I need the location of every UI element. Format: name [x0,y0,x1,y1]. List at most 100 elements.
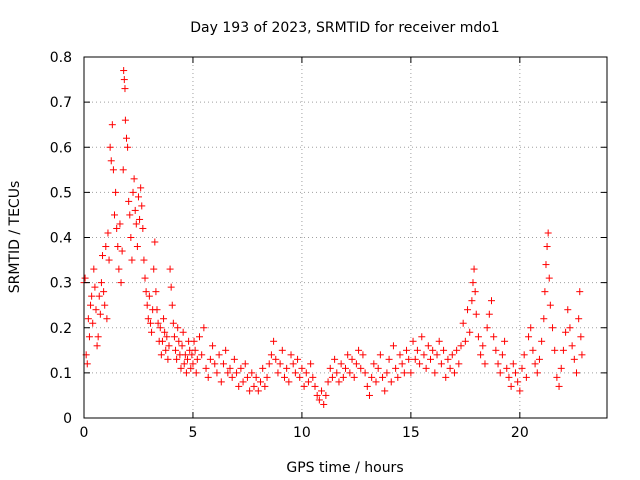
data-point [570,355,578,363]
data-point [455,360,463,368]
x-tick-label: 5 [188,425,197,441]
data-point [490,333,498,341]
data-point [117,279,125,287]
data-point [568,342,576,350]
data-point [291,369,299,377]
x-tick-label: 10 [293,425,311,441]
data-point [418,333,426,341]
data-point [191,346,199,354]
data-point [459,319,467,327]
data-point [326,364,334,372]
data-point [533,369,541,377]
data-point [119,166,127,174]
data-point [144,315,152,323]
data-point [169,319,177,327]
data-point [361,369,369,377]
data-point [254,387,262,395]
data-point [209,342,217,350]
data-point [133,243,141,251]
data-point [352,360,360,368]
data-point [365,391,373,399]
data-point [92,306,100,314]
data-point [416,360,424,368]
data-point [357,364,365,372]
data-point [120,67,128,75]
data-point [237,364,245,372]
data-point [97,279,105,287]
data-point [477,351,485,359]
data-point [546,301,554,309]
axis-ticks: 0 5 10 15 20 0 0.1 0.2 0.3 0.4 0.5 0.6 0.7 0.8 [50,50,607,441]
data-point [535,355,543,363]
data-point [307,360,315,368]
data-point [257,378,265,386]
data-point [527,324,535,332]
data-point [84,315,92,323]
data-point [104,229,112,237]
data-point [213,369,221,377]
data-point [180,360,188,368]
data-point [239,378,247,386]
data-point [553,373,561,381]
y-tick-label: 0.1 [50,366,72,382]
data-point [496,369,504,377]
data-point [151,238,159,246]
data-point [531,360,539,368]
data-point [138,202,146,210]
y-tick-label: 0.7 [50,95,72,111]
data-point [335,378,343,386]
data-point [139,224,147,232]
data-point [529,346,537,354]
data-point [96,310,104,318]
data-point [248,369,256,377]
data-point [189,360,197,368]
data-point [298,364,306,372]
data-point [300,382,308,390]
data-point [411,355,419,363]
data-point [121,116,129,124]
data-point [505,373,513,381]
data-point [143,301,151,309]
data-point [195,333,203,341]
data-point [153,306,161,314]
data-point [109,166,117,174]
data-point [121,85,129,93]
data-point [483,324,491,332]
data-point [111,211,119,219]
data-point [559,346,567,354]
data-point [211,360,219,368]
data-point [318,387,326,395]
chart-title: Day 193 of 2023, SRMTID for receiver mdo… [190,20,499,36]
data-point [128,256,136,264]
data-point [296,373,304,381]
data-point [431,369,439,377]
data-point [511,369,519,377]
data-point [322,391,330,399]
data-point [324,378,332,386]
data-point [525,333,533,341]
data-point [163,333,171,341]
data-point [446,364,454,372]
data-point [555,382,563,390]
data-point [81,274,89,282]
data-point [165,342,173,350]
data-point [188,351,196,359]
data-point [331,355,339,363]
data-point [376,351,384,359]
data-point [481,360,489,368]
data-point [89,319,97,327]
data-point [146,319,154,327]
data-point [243,373,251,381]
data-point [346,369,354,377]
data-point [469,279,477,287]
data-point [105,256,113,264]
data-point [442,373,450,381]
x-tick-label: 0 [80,425,89,441]
data-point [175,337,183,345]
data-point [103,315,111,323]
data-point [132,220,140,228]
data-point [424,342,432,350]
data-point [374,364,382,372]
data-point [453,346,461,354]
data-point [235,382,243,390]
